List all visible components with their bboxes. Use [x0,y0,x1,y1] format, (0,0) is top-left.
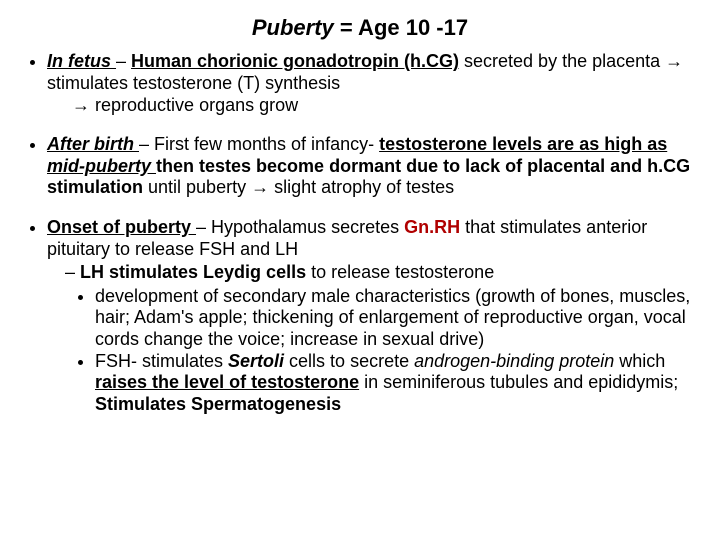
bullet-list: In fetus – Human chorionic gonadotropin … [25,51,695,415]
abp: androgen-binding protein [414,351,614,371]
bullet-onset-puberty: Onset of puberty – Hypothalamus secretes… [47,217,695,415]
title-part-1: Puberty [252,15,334,40]
sub-item-lh: LH stimulates Leydig cells to release te… [65,262,695,415]
sub-sub-dev: development of secondary male characteri… [95,286,695,351]
mid-puberty: mid-puberty [47,156,156,176]
text: stimulates testosterone (T) synthesis [47,73,340,93]
spermatogenesis: Stimulates Spermatogenesis [95,394,341,414]
bullet-after-birth: After birth – First few months of infanc… [47,134,695,199]
arrow-icon: → [251,177,269,197]
hcg-text: Human chorionic gonadotropin (h.CG) [131,51,459,71]
text: cells to secrete [284,351,414,371]
text: slight atrophy of testes [269,177,454,197]
text: development of secondary male characteri… [95,286,690,349]
gnrh-text: Gn.RH [404,217,460,237]
text: testosterone levels are as high as [379,134,667,154]
label-after-birth: After birth [47,134,139,154]
title-part-2: = Age 10 -17 [334,15,468,40]
text: secreted by the placenta [459,51,665,71]
sub-list: LH stimulates Leydig cells to release te… [47,262,695,415]
sub-sub-fsh: FSH- stimulates Sertoli cells to secrete… [95,351,695,416]
text: – Hypothalamus secretes [196,217,404,237]
text: until puberty [143,177,251,197]
text: in seminiferous tubules and epididymis; [359,372,678,392]
dash: – [116,51,131,71]
text: which [614,351,665,371]
page-title: Puberty = Age 10 -17 [25,15,695,41]
arrow-icon: → [665,51,683,71]
raises: raises the level of testosterone [95,372,359,392]
sub-sub-list: development of secondary male characteri… [65,286,695,416]
text: – First few months of infancy- [139,134,379,154]
sertoli: Sertoli [228,351,284,371]
label-in-fetus: In fetus [47,51,116,71]
arrow-icon: → [72,95,90,115]
lh-text: LH stimulates Leydig cells [80,262,306,282]
text: to release testosterone [306,262,494,282]
label-onset: Onset of puberty [47,217,196,237]
text: reproductive organs grow [90,95,298,115]
bullet-in-fetus: In fetus – Human chorionic gonadotropin … [47,51,695,116]
text: FSH- stimulates [95,351,228,371]
